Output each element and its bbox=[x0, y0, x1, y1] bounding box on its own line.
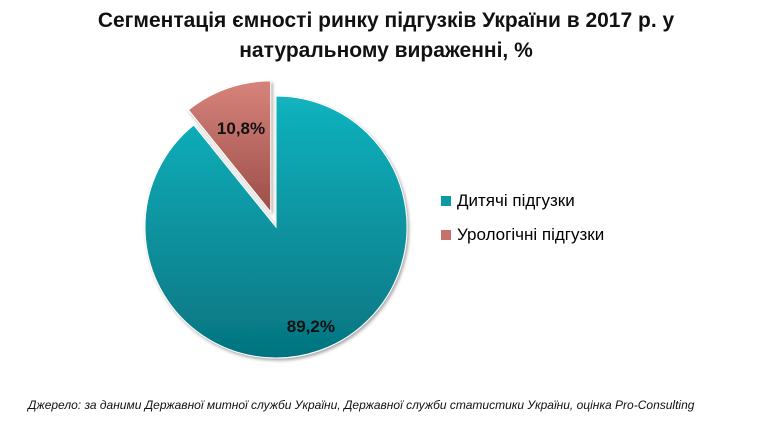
legend-swatch-1 bbox=[441, 230, 451, 240]
legend-item-0: Дитячі підгузки bbox=[441, 184, 604, 218]
data-label-1: 10,8% bbox=[217, 119, 265, 138]
data-label-0: 89,2% bbox=[287, 317, 335, 336]
chart-title-line-2: натуральному вираженні, % bbox=[239, 39, 533, 62]
legend-swatch-0 bbox=[441, 196, 451, 206]
legend-label-1: Урологічні підгузки bbox=[457, 225, 605, 244]
legend-item-1: Урологічні підгузки bbox=[441, 218, 604, 252]
legend-label-0: Дитячі підгузки bbox=[457, 191, 575, 210]
chart-title-line-1: Сегментація ємності ринку підгузків Укра… bbox=[97, 9, 675, 32]
pie-slice-1 bbox=[187, 80, 272, 214]
legend: Дитячі підгузки Урологічні підгузки bbox=[441, 184, 604, 252]
pie-slice-0 bbox=[144, 95, 408, 359]
chart-title: Сегментація ємності ринку підгузків Укра… bbox=[0, 6, 772, 66]
source-note: Джерело: за даними Державної митної служ… bbox=[28, 398, 695, 412]
